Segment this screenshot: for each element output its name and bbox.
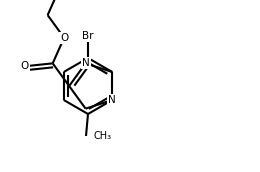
Text: O: O <box>21 61 29 71</box>
Text: O: O <box>60 33 68 43</box>
Text: Br: Br <box>82 31 94 41</box>
Text: CH₃: CH₃ <box>94 131 112 141</box>
Text: N: N <box>108 95 116 105</box>
Text: N: N <box>82 58 89 68</box>
